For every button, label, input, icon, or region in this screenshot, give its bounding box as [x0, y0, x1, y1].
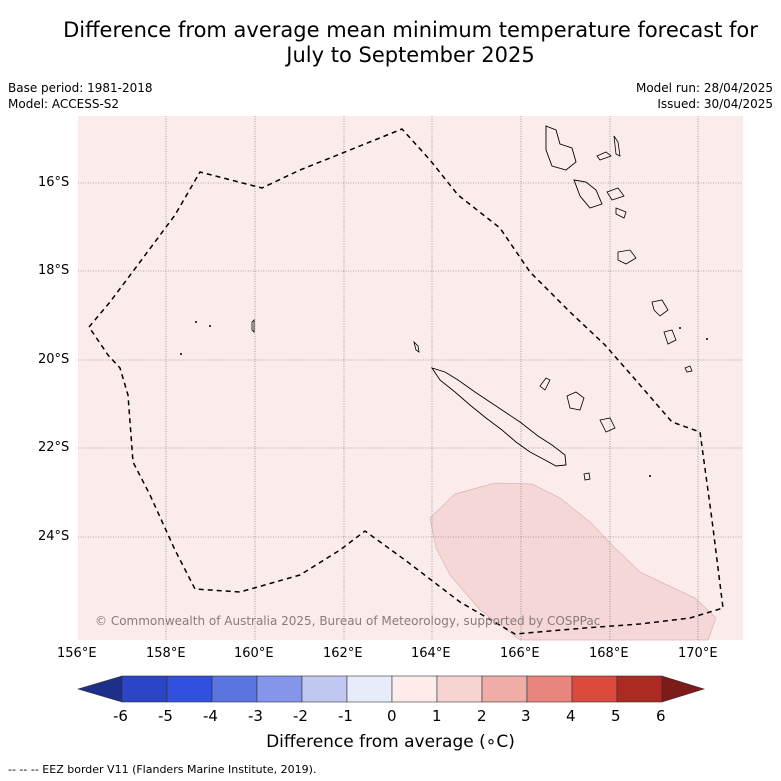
ambrym-island — [606, 187, 625, 201]
colorbar — [76, 675, 706, 703]
colorbar-swatch — [391, 675, 438, 703]
espiritu-santo-island — [545, 125, 577, 171]
lat-label: 18°S — [38, 263, 70, 278]
meta-right: Model run: 28/04/2025 Issued: 30/04/2025 — [636, 80, 773, 112]
colorbar-tick: -4 — [203, 707, 218, 725]
colorbar-swatch — [166, 675, 213, 703]
loyalty-island-ouvea — [539, 377, 551, 391]
copyright-notice: © Commonwealth of Australia 2025, Bureau… — [95, 614, 601, 628]
base-period: Base period: 1981-2018 — [8, 81, 153, 95]
aneityum-island — [684, 365, 693, 373]
colorbar-swatch — [346, 675, 393, 703]
colorbar-title: Difference from average (∘C) — [266, 732, 515, 752]
lon-label: 162°E — [323, 646, 363, 661]
islet-3 — [180, 353, 182, 355]
colorbar-tick: -5 — [158, 707, 173, 725]
colorbar-tick: 6 — [656, 707, 666, 725]
loyalty-island-lifou — [566, 391, 585, 411]
lat-label: 24°S — [38, 529, 70, 544]
loyalty-island-mare — [599, 417, 616, 433]
erromango-island — [651, 299, 669, 317]
colorbar-extend-high — [661, 675, 706, 703]
islet-5 — [706, 338, 708, 340]
lat-label: 20°S — [38, 352, 70, 367]
graticule — [78, 116, 743, 640]
lon-label: 168°E — [589, 646, 629, 661]
ambae-island — [596, 151, 612, 161]
lon-label: 156°E — [57, 646, 97, 661]
small-island-west — [251, 319, 255, 333]
maewo-island — [613, 135, 621, 157]
colorbar-tick: 2 — [477, 707, 487, 725]
colorbar-tick: -6 — [113, 707, 128, 725]
model-name: Model: ACCESS-S2 — [8, 97, 120, 111]
anomaly-area-1c — [429, 482, 717, 641]
colorbar-tick: -1 — [338, 707, 353, 725]
epi-island — [615, 207, 627, 219]
islet-6 — [679, 327, 681, 329]
lon-label: 164°E — [411, 646, 451, 661]
colorbar-swatch — [526, 675, 573, 703]
colorbar-extend-low — [76, 675, 123, 703]
belep-island — [413, 340, 420, 353]
colorbar-tick: -3 — [248, 707, 263, 725]
lat-label: 16°S — [38, 175, 70, 190]
colorbar-swatch — [301, 675, 348, 703]
meta-left: Base period: 1981-2018 Model: ACCESS-S2 — [8, 80, 153, 112]
isle-of-pines — [583, 472, 591, 481]
colorbar-swatch — [481, 675, 528, 703]
colorbar-swatch — [256, 675, 303, 703]
colorbar-tick: 1 — [432, 707, 442, 725]
colorbar-swatch — [616, 675, 663, 703]
lon-label: 158°E — [146, 646, 186, 661]
colorbar-swatch — [571, 675, 618, 703]
model-run: Model run: 28/04/2025 — [635, 81, 773, 95]
colorbar-tick: 5 — [611, 707, 621, 725]
tanna-island — [663, 329, 677, 345]
colorbar-tick: 0 — [387, 707, 397, 725]
colorbar-swatch — [211, 675, 258, 703]
malekula-island — [573, 179, 603, 209]
eez-border — [88, 128, 724, 635]
colorbar-swatch — [121, 675, 168, 703]
map-background — [78, 116, 743, 640]
issued-date: Issued: 30/04/2025 — [657, 97, 773, 111]
colorbar-tick: 3 — [521, 707, 531, 725]
lon-label: 160°E — [234, 646, 274, 661]
islet-4 — [649, 475, 651, 477]
islet-1 — [195, 321, 197, 323]
lon-label: 166°E — [500, 646, 540, 661]
eez-footnote: -- -- -- EEZ border V11 (Flanders Marine… — [8, 763, 317, 776]
islet-2 — [209, 325, 211, 327]
colorbar-tick: -2 — [293, 707, 308, 725]
efate-island — [617, 249, 637, 265]
colorbar-tick: 4 — [566, 707, 576, 725]
title-line-1: Difference from average mean minimum tem… — [63, 18, 758, 42]
map-title: Difference from average mean minimum tem… — [40, 18, 781, 68]
new-caledonia-island — [430, 367, 567, 467]
lon-label: 170°E — [678, 646, 718, 661]
colorbar-swatch — [436, 675, 483, 703]
lat-label: 22°S — [38, 440, 70, 455]
title-line-2: July to September 2025 — [286, 43, 535, 67]
